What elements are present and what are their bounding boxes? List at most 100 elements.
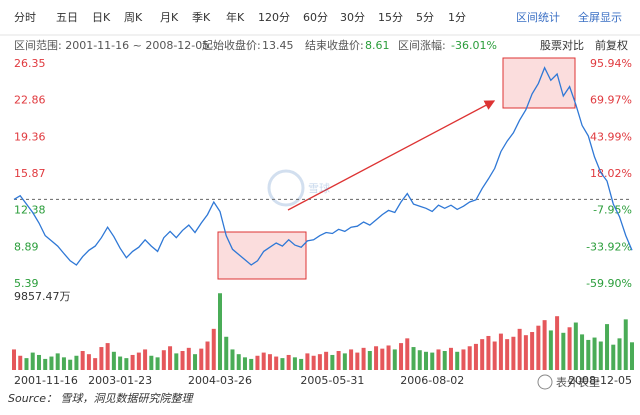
volume-bar <box>492 341 497 370</box>
volume-bar <box>605 324 610 370</box>
toolbar-button[interactable]: 全屏显示 <box>578 10 622 24</box>
source: Source： 雪球，洞见数据研究院整理 <box>8 392 195 405</box>
volume-bar <box>611 344 616 370</box>
volume-bar <box>442 351 447 370</box>
volume-bar <box>561 332 566 370</box>
volume-bar <box>505 339 510 370</box>
volume-bar <box>49 356 54 370</box>
x-tick-label: 2005-05-31 <box>300 374 364 387</box>
volume-bar <box>498 333 503 370</box>
volume-bar <box>317 354 322 370</box>
tab[interactable]: 五日 <box>56 11 78 24</box>
volume-bar <box>236 354 241 370</box>
volume-bar <box>311 355 316 370</box>
volume-bar <box>380 348 385 370</box>
volume-bar <box>330 354 335 370</box>
volume-bar <box>448 347 453 370</box>
volume-bar <box>124 358 129 370</box>
volume-bar <box>249 358 254 370</box>
watermark: 雪球 <box>308 181 330 195</box>
volume-bar <box>174 353 179 370</box>
volume-bar <box>242 357 247 370</box>
volume-bar <box>461 349 466 370</box>
volume-bar <box>180 351 185 370</box>
volume-bar <box>68 359 73 370</box>
y-tick-label: 8.89 <box>14 240 39 253</box>
volume-bar <box>86 354 91 370</box>
volume-bar <box>74 355 79 370</box>
y-tick-label: 26.35 <box>14 57 46 70</box>
volume-bar <box>224 336 229 370</box>
info: 区间涨幅: <box>398 39 446 52</box>
volume-bar <box>555 316 560 370</box>
volume-bar <box>361 347 366 370</box>
tab[interactable]: 120分 <box>258 11 290 24</box>
volume-bar <box>617 338 622 370</box>
volume-bar <box>93 358 98 370</box>
volume-bar <box>386 345 391 370</box>
y-tick-label: 5.39 <box>14 277 39 290</box>
volume-bar <box>598 341 603 370</box>
volume-bar <box>542 320 547 370</box>
info: 起始收盘价: <box>202 38 261 52</box>
volume-bar <box>367 351 372 370</box>
volume-bar <box>193 354 198 370</box>
volume-bar <box>118 356 123 370</box>
volume-bar <box>230 349 235 370</box>
volume-bar <box>573 322 578 370</box>
y-tick-label: 12.38 <box>14 204 46 217</box>
volume-bar <box>523 335 528 370</box>
volume-bar <box>536 325 541 370</box>
volume-bar <box>55 353 60 370</box>
tab[interactable]: 季K <box>192 11 211 24</box>
tab[interactable]: 30分 <box>340 11 365 24</box>
toolbar-button[interactable]: 股票对比 <box>540 38 584 52</box>
tab[interactable]: 分时 <box>14 11 36 24</box>
volume-bar <box>349 349 354 370</box>
volume-bar <box>30 352 35 370</box>
volume-bar <box>155 357 160 370</box>
volume-bar <box>149 355 154 370</box>
tab[interactable]: 15分 <box>378 11 403 24</box>
volume-bar <box>292 357 297 370</box>
info: 结束收盘价: <box>305 38 364 52</box>
volume-bar <box>18 355 23 370</box>
volume-bar <box>99 347 104 370</box>
y2-tick-label: -7.95% <box>593 204 632 217</box>
volume-bar <box>218 293 222 370</box>
volume-bar <box>168 346 173 370</box>
volume-bar <box>255 355 260 370</box>
volume-bar <box>199 348 204 370</box>
tab[interactable]: 60分 <box>303 11 328 24</box>
tab[interactable]: 月K <box>160 11 179 24</box>
info: 8.61 <box>365 39 390 52</box>
volume-bar <box>130 354 135 370</box>
tab[interactable]: 周K <box>124 11 143 24</box>
y2-tick-label: 95.94% <box>590 57 632 70</box>
toolbar-button[interactable]: 前复权 <box>595 38 628 52</box>
volume-bar <box>630 342 634 370</box>
volume-bar <box>511 336 516 370</box>
volume-bar <box>205 341 210 370</box>
tab[interactable]: 1分 <box>448 11 466 24</box>
volume-bar <box>548 330 553 370</box>
volume-bar <box>517 328 522 370</box>
tab[interactable]: 5分 <box>416 11 434 24</box>
volume-bar <box>336 351 341 370</box>
volume-bar <box>436 349 441 370</box>
toolbar-button[interactable]: 区间统计 <box>516 11 560 24</box>
volume-bar <box>211 328 216 370</box>
volume-bar <box>455 351 460 370</box>
arrow <box>287 100 496 211</box>
volume-bar <box>405 338 410 370</box>
volume-bar <box>111 351 116 370</box>
tab[interactable]: 日K <box>92 11 111 24</box>
tab[interactable]: 年K <box>226 10 245 24</box>
info: -36.01% <box>451 39 497 52</box>
y2-tick-label: -59.90% <box>586 277 632 290</box>
volume-bar <box>105 343 110 370</box>
y2-tick-label: -33.92% <box>586 240 632 253</box>
volume-bar <box>355 352 360 370</box>
volume-bar <box>530 332 535 370</box>
